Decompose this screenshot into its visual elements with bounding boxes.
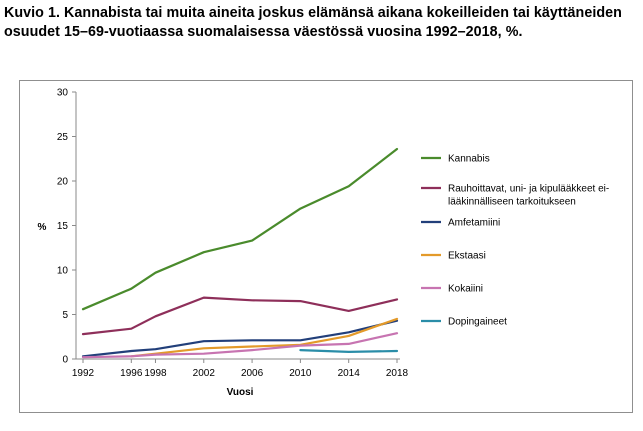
legend-label: Rauhoittavat, uni- ja kipulääkkeet ei- [448,184,609,195]
legend-label: Kokaiini [448,284,483,295]
legend-label: Kannabis [448,154,490,165]
y-tick-label: 15 [57,221,69,232]
x-tick-label: 2002 [193,368,216,379]
y-tick-label: 10 [57,266,69,277]
x-tick-label: 2018 [386,368,409,379]
y-tick-label: 20 [57,177,69,188]
y-tick-label: 5 [62,310,68,321]
y-axis-title: % [38,222,47,233]
x-tick-label: 1998 [144,368,167,379]
x-tick-label: 2014 [338,368,361,379]
legend-label: Amfetamiini [448,218,500,229]
chart-legend: Kannabis Rauhoittavat, uni- ja kipulääkke… [421,154,609,328]
y-tick-label: 30 [57,88,69,99]
series-line-6 [299,349,399,353]
y-tick-label: 0 [62,355,68,366]
series-line-1 [81,147,399,311]
x-axis-title: Vuosi [227,387,254,398]
legend-label: lääkinnälliseen tarkoitukseen [448,197,576,208]
chart-axes: 0 5 10 15 20 25 30 1992 1996 1998 2002 2006 2010 2014… [38,88,409,399]
x-tick-label: 2006 [241,368,264,379]
x-tick-label: 1996 [120,368,143,379]
y-tick-label: 25 [57,132,69,143]
figure-title: Kuvio 1. Kannabista tai muita aineita jo… [4,5,622,40]
chart-series [81,147,399,359]
legend-label: Ekstaasi [448,251,486,262]
series-line-3 [81,319,399,358]
x-tick-label: 1992 [72,368,95,379]
x-tick-label: 2010 [289,368,312,379]
legend-label: Dopingaineet [448,317,507,328]
series-line-5 [81,332,399,359]
chart-frame [19,80,633,413]
series-line-2 [81,296,399,336]
